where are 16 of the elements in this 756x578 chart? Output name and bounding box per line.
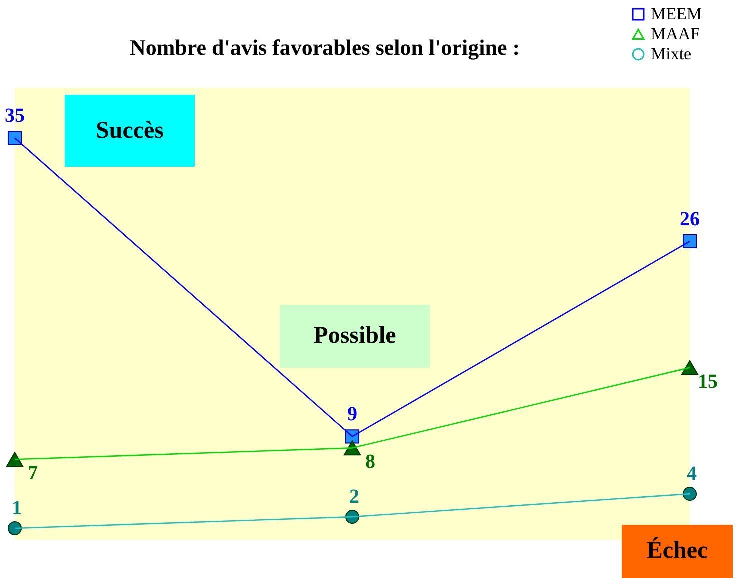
legend-label: Mixte bbox=[651, 44, 692, 64]
legend-label: MEEM bbox=[651, 4, 702, 24]
chart-title: Nombre d'avis favorables selon l'origine : bbox=[128, 34, 522, 62]
text: Échec bbox=[622, 525, 733, 578]
data-label: 1 bbox=[12, 498, 22, 520]
data-label: 26 bbox=[680, 208, 700, 231]
data-label: 15 bbox=[698, 370, 718, 393]
data-label: 9 bbox=[348, 404, 358, 426]
data-label: 2 bbox=[350, 486, 360, 508]
annotation: Possible bbox=[280, 305, 430, 368]
data-label: 8 bbox=[366, 451, 376, 474]
data-label: 7 bbox=[28, 462, 38, 485]
legend-label: MAAF bbox=[651, 24, 700, 44]
annotation: Succès bbox=[65, 95, 195, 167]
data-label: 4 bbox=[687, 463, 697, 486]
data-label: 35 bbox=[5, 105, 25, 128]
